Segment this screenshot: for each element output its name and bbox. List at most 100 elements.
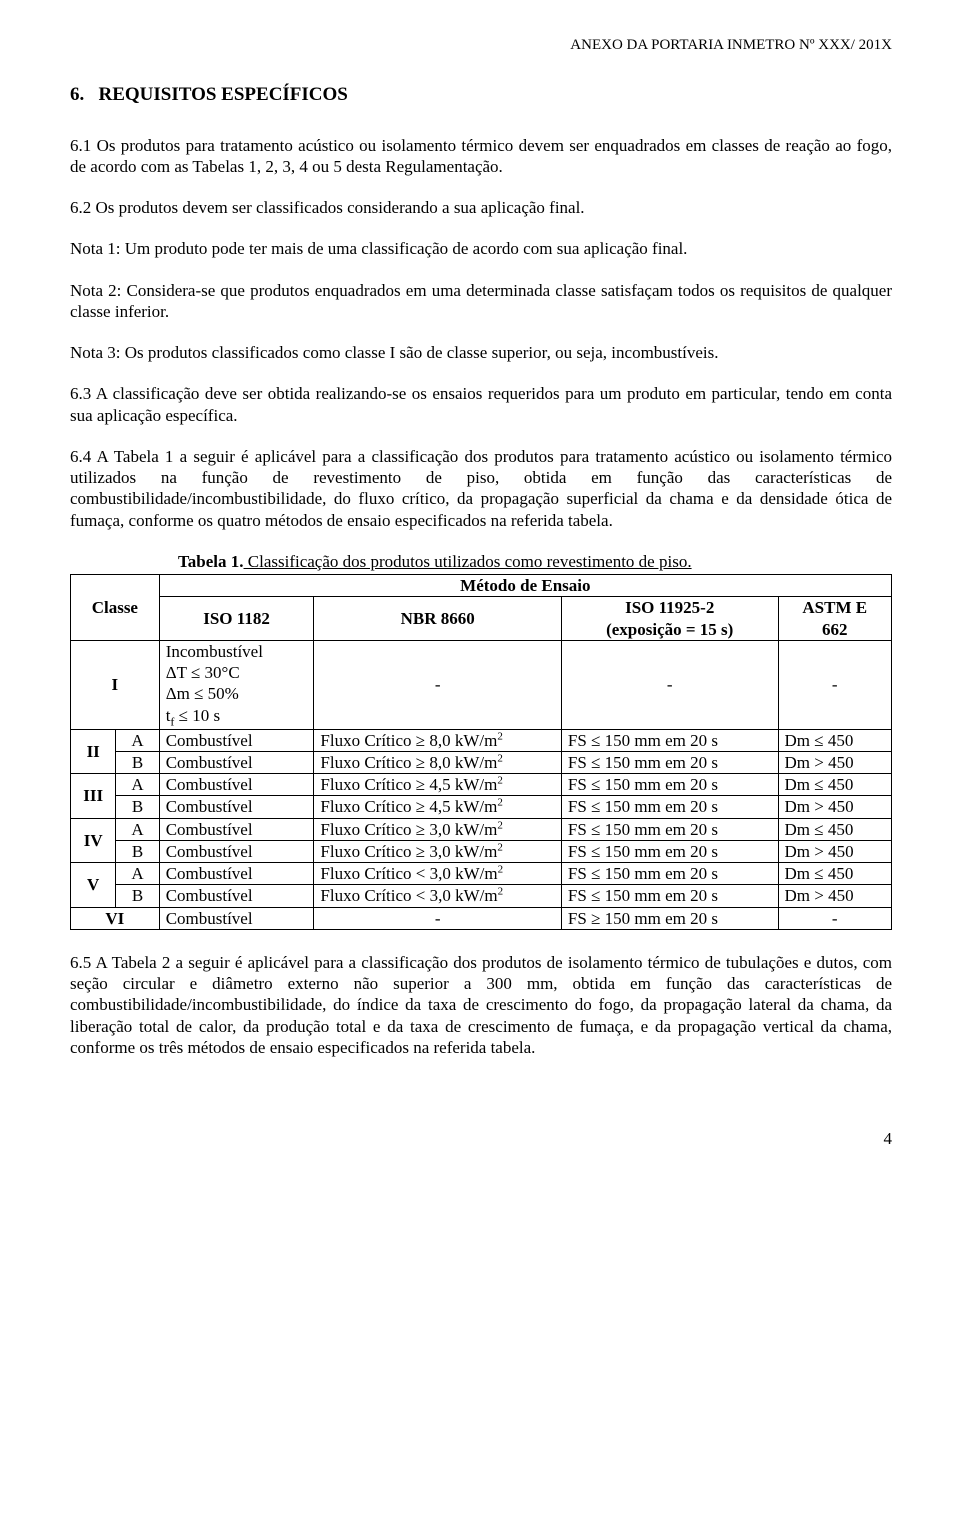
cell-fs: FS ≤ 150 mm em 20 s	[561, 774, 778, 796]
table1-caption-bold: Tabela 1.	[178, 552, 244, 571]
th-iso11925-l2: (exposição = 15 s)	[568, 619, 772, 640]
cell-dm: Dm ≤ 450	[778, 729, 891, 751]
cell-dm: Dm > 450	[778, 840, 891, 862]
cell-nbr: Fluxo Crítico ≥ 3,0 kW/m2	[314, 840, 562, 862]
cell-fs: FS ≤ 150 mm em 20 s	[561, 840, 778, 862]
cell-VI-nbr: -	[314, 907, 562, 929]
table-header-row-2: ISO 1182 NBR 8660 ISO 11925-2 (exposição…	[71, 597, 892, 641]
cell-fs: FS ≤ 150 mm em 20 s	[561, 729, 778, 751]
cell-sub: B	[116, 840, 159, 862]
th-astm: ASTM E 662	[778, 597, 891, 641]
cell-iso: Combustível	[159, 863, 314, 885]
th-iso11925: ISO 11925-2 (exposição = 15 s)	[561, 597, 778, 641]
nota-2: Nota 2: Considera-se que produtos enquad…	[70, 280, 892, 323]
table-row-I: I Incombustível ΔT ≤ 30°C Δm ≤ 50% tf ≤ …	[71, 640, 892, 729]
cell-VI-dm: -	[778, 907, 891, 929]
nota-1: Nota 1: Um produto pode ter mais de uma …	[70, 238, 892, 259]
section-title-text: REQUISITOS ESPECÍFICOS	[99, 84, 348, 105]
cell-nbr-txt: Fluxo Crítico ≥ 3,0 kW/m	[320, 842, 497, 861]
cell-I-iso-l4: tf ≤ 10 s	[166, 705, 308, 729]
table-row: B Combustível Fluxo Crítico ≥ 3,0 kW/m2 …	[71, 840, 892, 862]
table-row: IV A Combustível Fluxo Crítico ≥ 3,0 kW/…	[71, 818, 892, 840]
cell-nbr-txt: Fluxo Crítico ≥ 4,5 kW/m	[320, 775, 497, 794]
cell-dm: Dm ≤ 450	[778, 774, 891, 796]
table-row: B Combustível Fluxo Crítico ≥ 4,5 kW/m2 …	[71, 796, 892, 818]
cell-VI-fs: FS ≥ 150 mm em 20 s	[561, 907, 778, 929]
nota-3: Nota 3: Os produtos classificados como c…	[70, 342, 892, 363]
table-row-VI: VI Combustível - FS ≥ 150 mm em 20 s -	[71, 907, 892, 929]
cell-dm: Dm > 450	[778, 751, 891, 773]
cell-iso: Combustível	[159, 751, 314, 773]
cell-nbr: Fluxo Crítico < 3,0 kW/m2	[314, 863, 562, 885]
th-iso1182: ISO 1182	[159, 597, 314, 641]
cell-sub: B	[116, 751, 159, 773]
cell-I-iso-l1: Incombustível	[166, 641, 308, 662]
para-6-4: 6.4 A Tabela 1 a seguir é aplicável para…	[70, 446, 892, 531]
para-6-2: 6.2 Os produtos devem ser classificados …	[70, 197, 892, 218]
table1-caption: Tabela 1. Classificação dos produtos uti…	[178, 551, 892, 572]
cell-grp-II: II	[71, 729, 116, 774]
cell-dm: Dm ≤ 450	[778, 863, 891, 885]
cell-grp-V: V	[71, 863, 116, 908]
cell-fs: FS ≤ 150 mm em 20 s	[561, 818, 778, 840]
cell-I-classe: I	[71, 640, 160, 729]
cell-nbr: Fluxo Crítico ≥ 8,0 kW/m2	[314, 751, 562, 773]
para-6-3: 6.3 A classificação deve ser obtida real…	[70, 383, 892, 426]
cell-sub: A	[116, 729, 159, 751]
cell-grp-III: III	[71, 774, 116, 819]
page-number: 4	[70, 1128, 892, 1149]
cell-nbr-txt: Fluxo Crítico ≥ 4,5 kW/m	[320, 797, 497, 816]
para-6-1: 6.1 Os produtos para tratamento acústico…	[70, 135, 892, 178]
doc-header: ANEXO DA PORTARIA INMETRO Nº XXX/ 201X	[70, 36, 892, 55]
cell-sub: A	[116, 774, 159, 796]
table-row: V A Combustível Fluxo Crítico < 3,0 kW/m…	[71, 863, 892, 885]
cell-I-iso: Incombustível ΔT ≤ 30°C Δm ≤ 50% tf ≤ 10…	[159, 640, 314, 729]
table-1: Classe Método de Ensaio ISO 1182 NBR 866…	[70, 574, 892, 930]
cell-dm: Dm > 450	[778, 796, 891, 818]
cell-I-iso-l2: ΔT ≤ 30°C	[166, 662, 308, 683]
cell-iso: Combustível	[159, 796, 314, 818]
cell-VI-classe: VI	[71, 907, 160, 929]
cell-nbr: Fluxo Crítico < 3,0 kW/m2	[314, 885, 562, 907]
cell-sub: A	[116, 863, 159, 885]
cell-I-astm: -	[778, 640, 891, 729]
cell-nbr: Fluxo Crítico ≥ 4,5 kW/m2	[314, 796, 562, 818]
cell-VI-iso: Combustível	[159, 907, 314, 929]
table-row: II A Combustível Fluxo Crítico ≥ 8,0 kW/…	[71, 729, 892, 751]
section-number: 6.	[70, 84, 84, 105]
cell-iso: Combustível	[159, 885, 314, 907]
cell-dm: Dm > 450	[778, 885, 891, 907]
cell-iso: Combustível	[159, 774, 314, 796]
cell-nbr-txt: Fluxo Crítico ≥ 8,0 kW/m	[320, 731, 497, 750]
table-row: B Combustível Fluxo Crítico < 3,0 kW/m2 …	[71, 885, 892, 907]
th-nbr8660: NBR 8660	[314, 597, 562, 641]
cell-iso: Combustível	[159, 729, 314, 751]
para-6-5: 6.5 A Tabela 2 a seguir é aplicável para…	[70, 952, 892, 1058]
cell-nbr-txt: Fluxo Crítico ≥ 8,0 kW/m	[320, 753, 497, 772]
table-row: B Combustível Fluxo Crítico ≥ 8,0 kW/m2 …	[71, 751, 892, 773]
table1-caption-rest: Classificação dos produtos utilizados co…	[244, 552, 692, 571]
cell-nbr-txt: Fluxo Crítico < 3,0 kW/m	[320, 864, 497, 883]
cell-grp-IV: IV	[71, 818, 116, 863]
th-metodo: Método de Ensaio	[159, 575, 891, 597]
cell-sub: B	[116, 885, 159, 907]
cell-iso: Combustível	[159, 818, 314, 840]
cell-I-iso-l3: Δm ≤ 50%	[166, 683, 308, 704]
table-header-row-1: Classe Método de Ensaio	[71, 575, 892, 597]
cell-nbr-txt: Fluxo Crítico < 3,0 kW/m	[320, 886, 497, 905]
cell-sub: B	[116, 796, 159, 818]
th-astm-l2: 662	[785, 619, 885, 640]
cell-nbr: Fluxo Crítico ≥ 4,5 kW/m2	[314, 774, 562, 796]
cell-sub: A	[116, 818, 159, 840]
cell-fs: FS ≤ 150 mm em 20 s	[561, 863, 778, 885]
cell-dm: Dm ≤ 450	[778, 818, 891, 840]
th-astm-l1: ASTM E	[785, 597, 885, 618]
th-classe: Classe	[71, 575, 160, 641]
cell-I-iso-l4-rest: ≤ 10 s	[174, 706, 220, 725]
table-row: III A Combustível Fluxo Crítico ≥ 4,5 kW…	[71, 774, 892, 796]
cell-fs: FS ≤ 150 mm em 20 s	[561, 796, 778, 818]
cell-fs: FS ≤ 150 mm em 20 s	[561, 751, 778, 773]
cell-nbr-txt: Fluxo Crítico ≥ 3,0 kW/m	[320, 820, 497, 839]
cell-fs: FS ≤ 150 mm em 20 s	[561, 885, 778, 907]
cell-nbr: Fluxo Crítico ≥ 8,0 kW/m2	[314, 729, 562, 751]
